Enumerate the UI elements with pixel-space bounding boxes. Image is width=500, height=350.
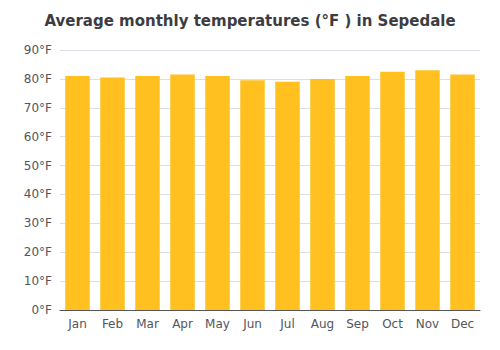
svg-text:Nov: Nov <box>416 317 439 331</box>
svg-text:40°F: 40°F <box>24 187 52 201</box>
svg-text:Mar: Mar <box>136 317 159 331</box>
svg-text:Apr: Apr <box>172 317 193 331</box>
svg-text:90°F: 90°F <box>24 43 52 57</box>
svg-text:70°F: 70°F <box>24 101 52 115</box>
svg-text:Aug: Aug <box>311 317 334 331</box>
svg-text:Oct: Oct <box>382 317 403 331</box>
svg-text:0°F: 0°F <box>31 303 52 317</box>
svg-text:Jul: Jul <box>279 317 294 331</box>
svg-text:Average monthly temperatures (: Average monthly temperatures (°F ) in Se… <box>44 12 455 30</box>
svg-text:Feb: Feb <box>102 317 123 331</box>
svg-text:30°F: 30°F <box>24 216 52 230</box>
svg-text:80°F: 80°F <box>24 72 52 86</box>
svg-text:Dec: Dec <box>451 317 474 331</box>
svg-text:Jun: Jun <box>242 317 262 331</box>
svg-text:50°F: 50°F <box>24 159 52 173</box>
svg-text:10°F: 10°F <box>24 274 52 288</box>
svg-text:60°F: 60°F <box>24 130 52 144</box>
svg-text:20°F: 20°F <box>24 245 52 259</box>
svg-text:Sep: Sep <box>346 317 369 331</box>
svg-text:May: May <box>205 317 230 331</box>
svg-text:Jan: Jan <box>67 317 87 331</box>
